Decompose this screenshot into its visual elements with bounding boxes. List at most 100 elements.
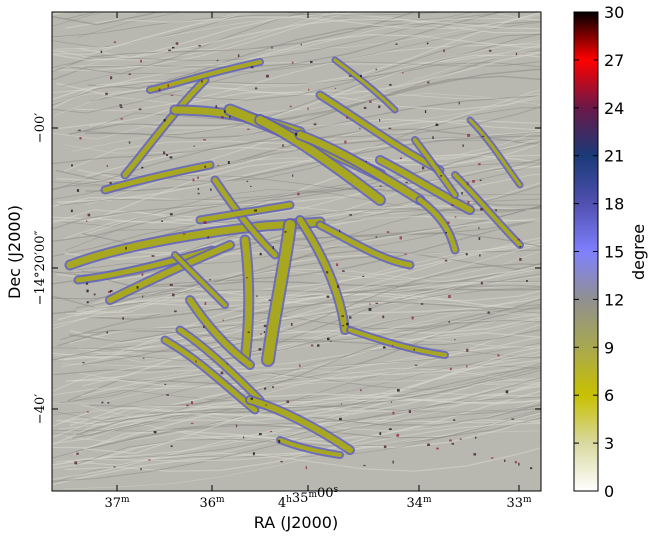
speckle (197, 192, 200, 195)
speckle (164, 383, 167, 385)
streamline (62, 311, 541, 368)
speckle (342, 270, 345, 272)
streamline (52, 415, 541, 470)
speckle (363, 106, 367, 109)
speckle (339, 417, 342, 421)
speckle (448, 295, 451, 298)
speckle (278, 439, 281, 443)
colorbar-ticks: 0 3 6 9 12 15 18 21 24 27 30 (574, 3, 624, 501)
filament (333, 58, 397, 112)
streamline (64, 295, 541, 359)
speckle (297, 192, 300, 196)
speckle (478, 227, 480, 230)
speckle (397, 389, 400, 392)
speckle (440, 175, 443, 177)
speckle (259, 433, 262, 436)
speckle (307, 107, 309, 110)
speckle (517, 238, 520, 241)
speckle (76, 189, 80, 192)
speckle (220, 371, 224, 375)
streamline (52, 141, 541, 230)
streamline (52, 90, 541, 140)
speckle (411, 316, 414, 320)
filament (278, 438, 342, 457)
speckle (258, 348, 262, 351)
speckle (227, 161, 230, 164)
filament (377, 157, 473, 213)
filament (263, 220, 295, 365)
speckle (375, 236, 378, 238)
speckle (330, 340, 332, 342)
x-axis-ticks: 37m 36m 4h35m00s 34m 33m (104, 12, 532, 511)
speckle (122, 317, 124, 320)
streamline (52, 107, 541, 191)
colorbar-tick-label: 3 (604, 434, 614, 453)
streamline (78, 12, 475, 38)
filament (413, 138, 457, 197)
speckle (266, 74, 269, 78)
speckle (478, 237, 481, 240)
speckle (85, 282, 89, 285)
speckle (169, 283, 173, 286)
speckle (474, 436, 477, 439)
speckle (86, 220, 88, 222)
speckle (210, 188, 212, 191)
speckle (163, 151, 166, 155)
speckle (369, 100, 372, 103)
speckle (359, 127, 361, 130)
x-tick-label: 4h35m00s (278, 485, 339, 511)
streamline (76, 309, 541, 361)
speckle (392, 411, 395, 415)
speckle (454, 216, 457, 218)
speckle (229, 115, 231, 119)
speckle (339, 229, 341, 233)
speckle (461, 192, 463, 195)
speckle (141, 273, 144, 276)
speckle (379, 119, 381, 122)
speckle (247, 331, 250, 333)
streamline (68, 268, 541, 344)
speckle (480, 208, 483, 211)
filament (468, 118, 522, 187)
streamline (52, 158, 541, 243)
streamline (79, 337, 541, 383)
speckle (404, 253, 407, 255)
speckle (363, 464, 366, 467)
speckle (142, 357, 145, 359)
colorbar-tick-label: 0 (604, 482, 614, 501)
speckle (495, 209, 497, 212)
speckle (497, 354, 500, 357)
streamline (59, 369, 541, 404)
speckle (349, 214, 352, 216)
speckle (169, 213, 173, 216)
speckle (263, 324, 267, 328)
speckle (360, 74, 362, 78)
speckle (344, 140, 347, 144)
speckle (201, 79, 203, 83)
speckle (250, 185, 252, 187)
speckle (141, 166, 144, 169)
speckle (175, 42, 179, 45)
filament (453, 173, 522, 247)
speckle (193, 145, 195, 147)
speckle (272, 386, 274, 388)
speckle (458, 101, 460, 105)
speckle (119, 104, 122, 107)
colorbar-tick-label: 9 (604, 338, 614, 357)
filament (148, 60, 262, 92)
streamline (89, 319, 541, 408)
speckle (254, 209, 257, 212)
speckle (310, 61, 313, 64)
speckle (186, 404, 189, 407)
speckle (388, 428, 392, 430)
speckle (454, 339, 456, 341)
speckle (252, 452, 255, 456)
speckle (488, 49, 492, 52)
speckle (313, 123, 317, 126)
speckle (421, 166, 425, 170)
filament (122, 77, 208, 178)
streamline (61, 284, 541, 368)
speckle (443, 49, 445, 53)
speckle (379, 185, 382, 187)
speckle (242, 436, 245, 439)
